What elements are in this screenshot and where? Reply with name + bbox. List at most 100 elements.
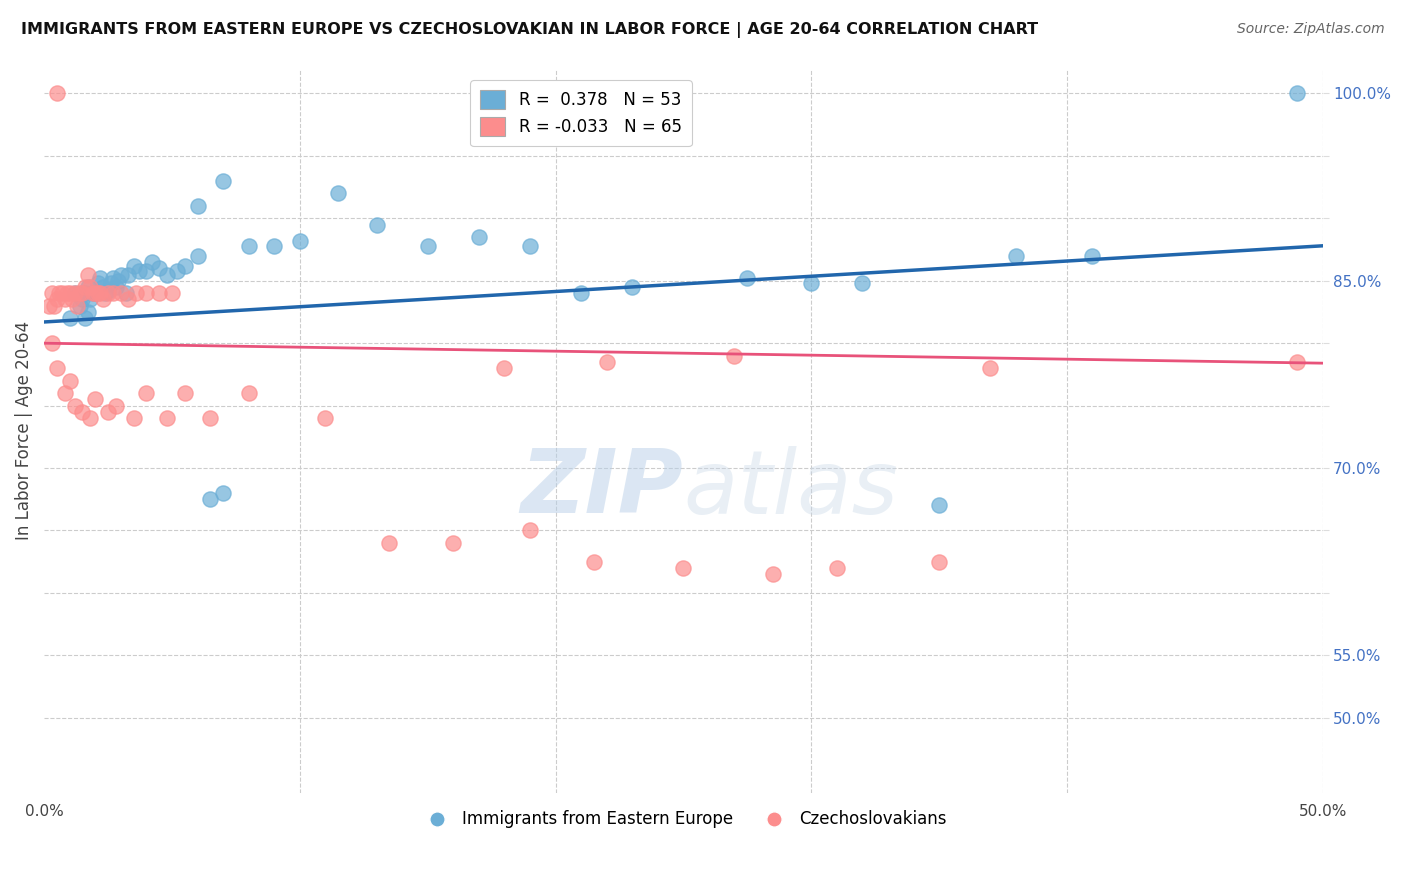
Point <box>148 286 170 301</box>
Point <box>238 386 260 401</box>
Point <box>79 280 101 294</box>
Point <box>59 286 82 301</box>
Point <box>328 186 350 201</box>
Point <box>69 286 91 301</box>
Point <box>762 567 785 582</box>
Point <box>117 268 139 282</box>
Point <box>101 271 124 285</box>
Point <box>122 411 145 425</box>
Point <box>110 286 132 301</box>
Point <box>141 255 163 269</box>
Point <box>89 286 111 301</box>
Point <box>288 234 311 248</box>
Point <box>125 286 148 301</box>
Point <box>979 361 1001 376</box>
Point <box>76 280 98 294</box>
Point <box>41 286 63 301</box>
Point <box>82 286 104 301</box>
Point <box>441 536 464 550</box>
Point <box>76 268 98 282</box>
Point <box>519 524 541 538</box>
Point <box>115 286 138 301</box>
Point <box>72 293 94 307</box>
Point <box>63 286 86 301</box>
Point <box>928 499 950 513</box>
Point <box>45 293 67 307</box>
Point <box>110 268 132 282</box>
Point <box>97 284 120 298</box>
Text: Source: ZipAtlas.com: Source: ZipAtlas.com <box>1237 22 1385 37</box>
Point <box>41 336 63 351</box>
Point <box>84 392 107 407</box>
Point <box>186 199 208 213</box>
Point <box>84 286 107 301</box>
Point <box>200 492 222 507</box>
Point <box>569 286 592 301</box>
Point <box>91 280 114 294</box>
Point <box>107 274 129 288</box>
Point <box>104 399 127 413</box>
Point <box>595 355 617 369</box>
Point <box>468 230 491 244</box>
Point <box>44 299 66 313</box>
Point <box>519 239 541 253</box>
Point <box>59 374 82 388</box>
Point <box>156 268 179 282</box>
Point <box>212 486 235 500</box>
Point <box>135 286 157 301</box>
Point <box>166 264 188 278</box>
Point <box>173 386 195 401</box>
Point <box>416 239 439 253</box>
Point <box>117 293 139 307</box>
Point <box>104 280 127 294</box>
Point <box>101 286 124 301</box>
Point <box>66 299 89 313</box>
Y-axis label: In Labor Force | Age 20-64: In Labor Force | Age 20-64 <box>15 321 32 541</box>
Point <box>87 277 110 291</box>
Point <box>238 239 260 253</box>
Point <box>97 286 120 301</box>
Point <box>38 299 60 313</box>
Point <box>263 239 285 253</box>
Point <box>69 299 91 313</box>
Point <box>94 286 117 301</box>
Point <box>160 286 183 301</box>
Point <box>60 293 83 307</box>
Point <box>135 264 157 278</box>
Legend: Immigrants from Eastern Europe, Czechoslovakians: Immigrants from Eastern Europe, Czechosl… <box>413 804 953 835</box>
Point <box>173 259 195 273</box>
Point <box>53 386 76 401</box>
Point <box>45 361 67 376</box>
Point <box>79 411 101 425</box>
Point <box>366 218 388 232</box>
Point <box>91 293 114 307</box>
Point <box>63 286 86 301</box>
Point <box>73 280 96 294</box>
Point <box>156 411 179 425</box>
Point <box>56 286 79 301</box>
Point <box>73 286 96 301</box>
Point <box>63 399 86 413</box>
Point <box>128 264 150 278</box>
Point <box>51 286 73 301</box>
Point <box>735 271 758 285</box>
Point <box>494 361 516 376</box>
Point <box>200 411 222 425</box>
Point <box>53 293 76 307</box>
Point <box>72 286 94 301</box>
Point <box>672 561 695 575</box>
Point <box>59 311 82 326</box>
Point <box>48 286 70 301</box>
Point <box>84 286 107 301</box>
Point <box>378 536 401 550</box>
Point <box>72 405 94 419</box>
Point <box>45 87 67 101</box>
Point <box>73 311 96 326</box>
Point <box>582 555 605 569</box>
Point <box>1285 355 1308 369</box>
Point <box>800 277 823 291</box>
Point <box>122 259 145 273</box>
Text: atlas: atlas <box>683 445 898 532</box>
Point <box>186 249 208 263</box>
Point <box>928 555 950 569</box>
